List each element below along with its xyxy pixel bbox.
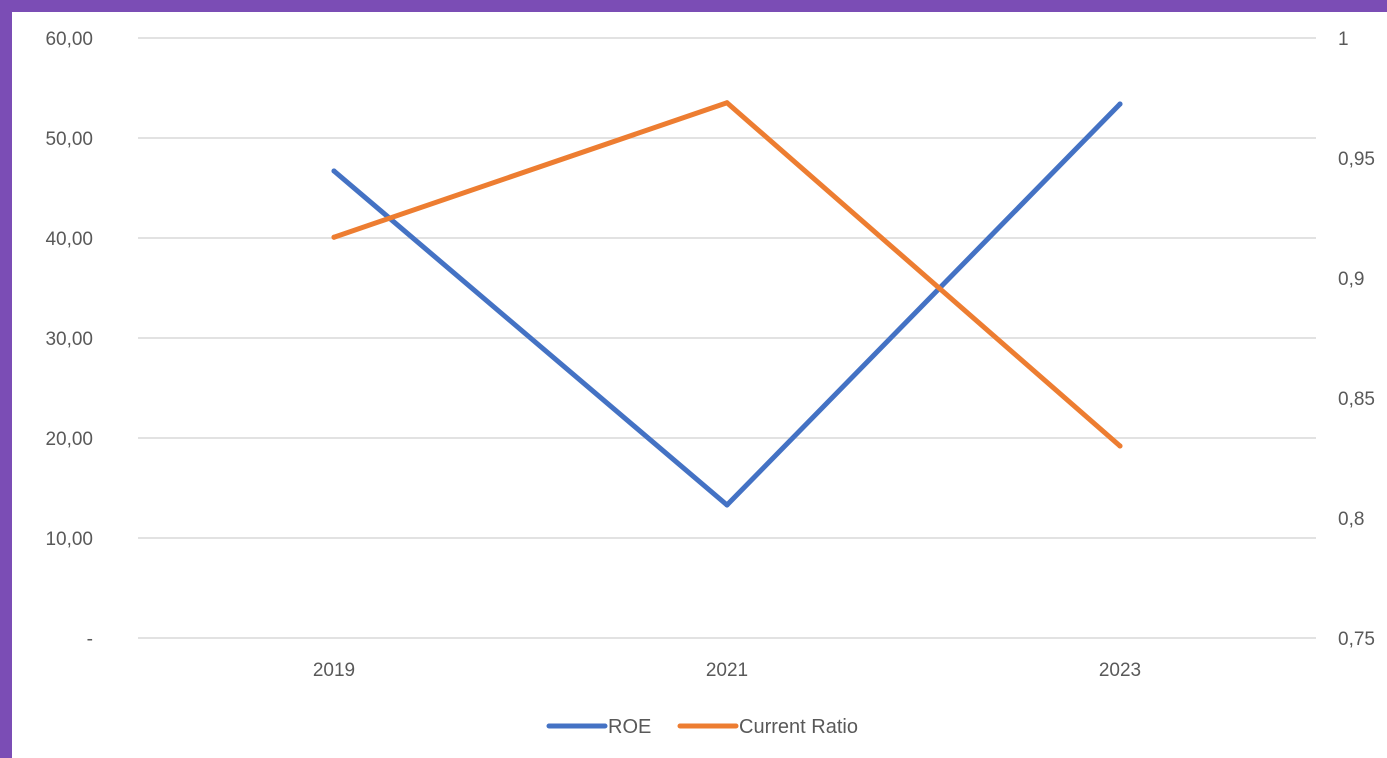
series-line-roe	[331, 101, 1123, 508]
x-axis-tick-label: 2021	[706, 660, 748, 681]
legend-label: ROE	[608, 716, 651, 738]
series-lines	[331, 100, 1123, 508]
right-axis-tick-label: 0,85	[1338, 389, 1375, 410]
left-axis-tick-label: 10,00	[45, 529, 93, 550]
left-axis-tick-label: 60,00	[45, 29, 93, 50]
legend-label: Current Ratio	[739, 716, 858, 738]
gridlines	[138, 37, 1316, 639]
data-point	[1117, 101, 1123, 107]
left-axis-tick-label: 30,00	[45, 329, 93, 350]
chart-frame: -10,00 20,00 30,00 40,00 50,00 60,00 0,75 0,8 0…	[12, 12, 1387, 758]
right-axis-tick-label: 0,75	[1338, 629, 1375, 650]
left-axis-tick-label: 50,00	[45, 129, 93, 150]
x-axis-tick-labels: 2019 2021 2023	[313, 660, 1141, 681]
right-axis-tick-labels: 0,75 0,8 0,85 0,9 0,95 1	[1338, 29, 1375, 650]
x-axis-tick-label: 2023	[1099, 660, 1141, 681]
left-axis-tick-labels: - 10,00 20,00 30,00 40,00 50,00 60,00	[45, 29, 93, 650]
right-axis-tick-label: 0,95	[1338, 149, 1375, 170]
legend-item: Current Ratio	[677, 716, 858, 738]
left-axis-tick-label: 20,00	[45, 429, 93, 450]
left-axis-tick-label: -	[87, 629, 93, 650]
legend: ROE Current Ratio	[546, 716, 858, 738]
data-point	[331, 234, 337, 240]
data-point	[1117, 443, 1123, 449]
data-point	[331, 168, 337, 174]
right-axis-tick-label: 1	[1338, 29, 1349, 50]
left-axis-tick-label: 40,00	[45, 229, 93, 250]
legend-item: ROE	[546, 716, 651, 738]
right-axis-tick-label: 0,9	[1338, 269, 1364, 290]
x-axis-tick-label: 2019	[313, 660, 355, 681]
data-point	[724, 502, 730, 508]
data-point	[724, 100, 730, 106]
right-axis-tick-label: 0,8	[1338, 509, 1364, 530]
